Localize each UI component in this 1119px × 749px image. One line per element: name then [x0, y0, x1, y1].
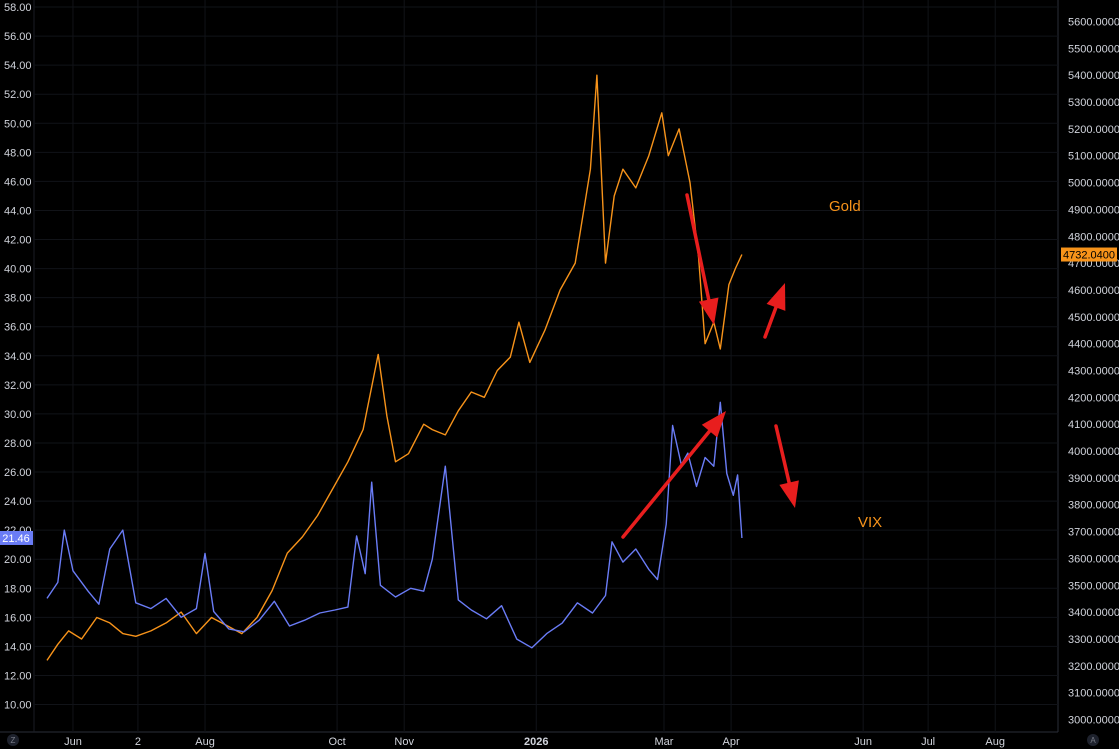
right-tick-label: 5100.0000: [1068, 151, 1119, 163]
left-tick-label: 48.00: [4, 147, 32, 159]
right-tick-label: 3200.0000: [1068, 661, 1119, 673]
gold-last-value-badge: [1061, 247, 1117, 262]
x-tick-label: Aug: [195, 736, 215, 748]
series-line-gold: [46, 74, 743, 661]
left-tick-label: 34.00: [4, 351, 32, 363]
x-tick-label: 2: [135, 736, 141, 748]
last-value-badges: 4732.0400 21.46: [0, 247, 1117, 545]
left-tick-label: 54.00: [4, 60, 32, 72]
arrow-gold-up: [763, 283, 786, 339]
grid: [0, 0, 1059, 733]
right-tick-label: 4400.0000: [1068, 339, 1119, 351]
left-tick-label: 12.00: [4, 670, 32, 682]
left-tick-label: 58.00: [4, 2, 32, 14]
auto-scale-button[interactable]: [1087, 734, 1099, 746]
right-tick-label: 3500.0000: [1068, 580, 1119, 592]
left-tick-label: 18.00: [4, 583, 32, 595]
left-tick-label: 30.00: [4, 409, 32, 421]
right-tick-label: 3800.0000: [1068, 500, 1119, 512]
right-tick-label: 4600.0000: [1068, 285, 1119, 297]
right-tick-label: 4100.0000: [1068, 419, 1119, 431]
left-tick-label: 44.00: [4, 205, 32, 217]
right-tick-label: 3300.0000: [1068, 634, 1119, 646]
right-axis[interactable]: 3000.0000 3100.0000 3200.0000 3300.0000 3400…: [1068, 17, 1119, 727]
left-tick-label: 46.00: [4, 176, 32, 188]
auto-scale-label[interactable]: A: [1090, 736, 1096, 745]
left-tick-label: 10.00: [4, 700, 32, 712]
vix-last-value-badge: [0, 530, 33, 545]
x-tick-label: Jun: [854, 736, 872, 748]
left-tick-label: 28.00: [4, 438, 32, 450]
left-tick-label: 52.00: [4, 89, 32, 101]
left-tick-label: 24.00: [4, 496, 32, 508]
arrow-vix-down: [774, 424, 799, 508]
right-tick-label: 4200.0000: [1068, 392, 1119, 404]
x-axis[interactable]: Jun 2 Aug Oct Nov 2026 Mar Apr Jun Jul Aug: [64, 736, 1005, 748]
right-tick-label: 4500.0000: [1068, 312, 1119, 324]
x-tick-label: Nov: [394, 736, 414, 748]
arrow-gold-down: [685, 193, 719, 325]
right-tick-label: 3000.0000: [1068, 715, 1119, 727]
left-tick-label: 40.00: [4, 264, 32, 276]
annotation-vix: VIX: [858, 514, 882, 531]
left-tick-label: 16.00: [4, 612, 32, 624]
left-tick-label: 42.00: [4, 235, 32, 247]
series-lines: [46, 74, 743, 661]
x-tick-label: Apr: [723, 736, 740, 748]
left-tick-label: 26.00: [4, 467, 32, 479]
right-tick-label: 5200.0000: [1068, 124, 1119, 136]
right-tick-label: 4300.0000: [1068, 366, 1119, 378]
left-tick-label: 32.00: [4, 380, 32, 392]
text-annotations: Gold VIX: [829, 198, 882, 531]
left-tick-label: 36.00: [4, 322, 32, 334]
left-tick-label: 38.00: [4, 293, 32, 305]
left-tick-label: 56.00: [4, 31, 32, 43]
x-tick-label: Oct: [329, 736, 346, 748]
x-tick-label: Mar: [655, 736, 674, 748]
vix-last-value-label: 21.46: [2, 533, 30, 545]
right-tick-label: 4800.0000: [1068, 231, 1119, 243]
series-line-vix: [46, 401, 743, 649]
right-tick-label: 4900.0000: [1068, 204, 1119, 216]
right-tick-label: 3700.0000: [1068, 527, 1119, 539]
right-tick-label: 3400.0000: [1068, 607, 1119, 619]
right-tick-label: 5400.0000: [1068, 70, 1119, 82]
right-tick-label: 4000.0000: [1068, 446, 1119, 458]
annotation-gold: Gold: [829, 198, 861, 215]
x-tick-label: 2026: [524, 736, 548, 748]
right-tick-label: 5600.0000: [1068, 17, 1119, 29]
right-tick-label: 5300.0000: [1068, 97, 1119, 109]
gold-last-value-label: 4732.0400: [1063, 250, 1115, 262]
left-tick-label: 50.00: [4, 118, 32, 130]
scale-mode-label[interactable]: Z: [11, 736, 16, 745]
right-tick-label: 3100.0000: [1068, 688, 1119, 700]
left-tick-label: 14.00: [4, 641, 32, 653]
x-tick-label: Jun: [64, 736, 82, 748]
left-tick-label: 20.00: [4, 554, 32, 566]
scale-mode-button[interactable]: [7, 734, 19, 746]
arrow-vix-up: [621, 411, 726, 539]
right-tick-label: 5000.0000: [1068, 178, 1119, 190]
right-tick-label: 5500.0000: [1068, 43, 1119, 55]
x-tick-label: Aug: [985, 736, 1005, 748]
right-tick-label: 3600.0000: [1068, 553, 1119, 565]
right-tick-label: 3900.0000: [1068, 473, 1119, 485]
x-tick-label: Jul: [921, 736, 935, 748]
arrow-annotations: [621, 193, 799, 539]
